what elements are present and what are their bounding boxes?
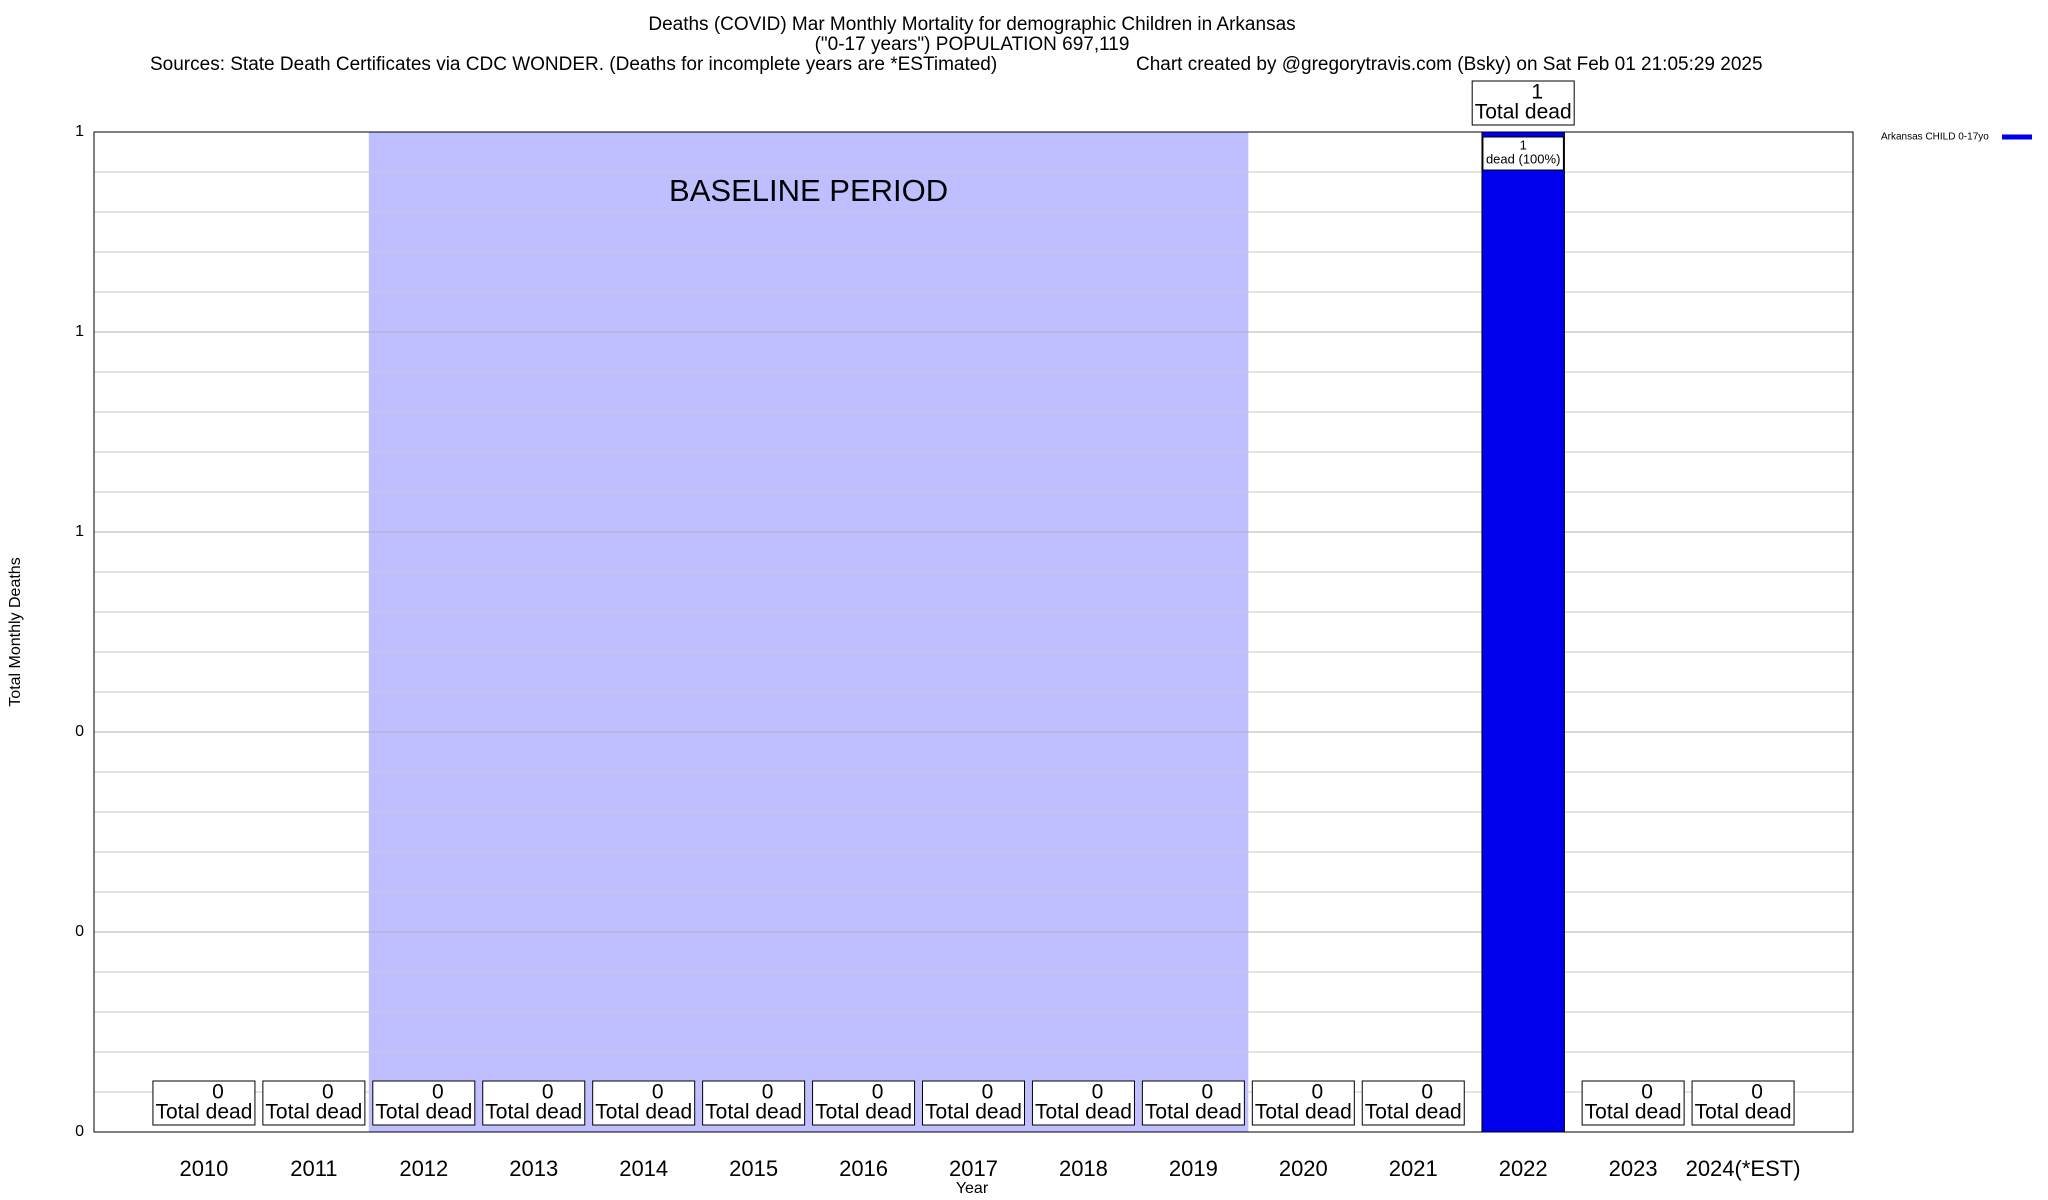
data-label-box [1031,1080,1135,1126]
data-label-value: 0 [432,1081,444,1104]
data-label-value: 0 [542,1081,554,1104]
data-label-box [1141,1080,1245,1126]
x-tick-label: 2019 [1169,1156,1218,1181]
x-tick-label: 2016 [839,1156,888,1181]
data-label-text: Total dead [155,1101,252,1124]
data-label-box [152,1080,256,1126]
data-label-text: Total dead [1365,1101,1462,1124]
data-label-text: Total dead [925,1101,1022,1124]
data-label-value: 0 [322,1081,334,1104]
baseline-label: BASELINE PERIOD [669,173,948,208]
data-label-text: Total dead [1585,1101,1682,1124]
data-label-value: 0 [762,1081,774,1104]
data-label-text: Total dead [705,1101,802,1124]
credit: Chart created by @gregorytravis.com (Bsk… [1136,54,1763,75]
data-label-value: 1 [1531,81,1543,104]
data-label-box [592,1080,696,1126]
data-label-text: Total dead [595,1101,692,1124]
x-tick-label: 2021 [1389,1156,1438,1181]
data-label-value: 0 [652,1081,664,1104]
data-label-box [1471,80,1575,126]
data-label-text: Total dead [485,1101,582,1124]
data-label-value: 0 [1311,1081,1323,1104]
y-axis-label: Total Monthly Deaths [7,557,24,706]
data-label-text: Total dead [375,1101,472,1124]
data-label-box [482,1080,586,1126]
data-label-box [922,1080,1025,1126]
x-tick-label: 2018 [1059,1156,1108,1181]
inner-label-value: 1 [1520,137,1527,152]
x-tick-label: 2023 [1609,1156,1658,1181]
data-label-value: 0 [212,1081,224,1104]
x-tick-label: 2011 [290,1156,337,1181]
chart-subtitle: ("0-17 years") POPULATION 697,119 [815,34,1130,55]
data-label-text: Total dead [1475,101,1572,124]
x-axis-label: Year [956,1180,989,1197]
data-label-value: 0 [1641,1081,1653,1104]
data-label-box [1251,1080,1355,1126]
x-tick-label: 2020 [1279,1156,1328,1181]
x-tick-label: 2024(*EST) [1686,1156,1801,1181]
data-label-box [262,1080,366,1126]
data-label-box [372,1080,476,1126]
data-label-box [702,1080,806,1126]
data-label-value: 0 [1421,1081,1433,1104]
data-label-value: 0 [982,1081,994,1104]
data-label-text: Total dead [815,1101,912,1124]
legend-label: Arkansas CHILD 0-17yo [1881,132,1989,143]
data-label-value: 0 [872,1081,884,1104]
data-label-value: 0 [1751,1081,1763,1104]
bar [1481,131,1565,1133]
x-tick-label: 2017 [949,1156,998,1181]
plot-frame [93,131,1854,1133]
x-tick-label: 2014 [619,1156,668,1181]
data-label-box [812,1080,916,1126]
x-tick-label: 2010 [179,1156,228,1181]
baseline-period [368,132,1249,1132]
chart-title: Deaths (COVID) Mar Monthly Mortality for… [648,14,1295,35]
x-tick-label: 2022 [1499,1156,1548,1181]
data-label-text: Total dead [1255,1101,1352,1124]
y-tick-label: 1 [75,123,84,140]
y-tick-label: 0 [75,723,84,740]
x-tick-label: 2013 [509,1156,558,1181]
data-label-text: Total dead [265,1101,362,1124]
y-tick-label: 0 [75,1123,84,1140]
x-tick-label: 2012 [399,1156,448,1181]
sources: Sources: State Death Certificates via CD… [150,54,997,75]
inner-label-box [1482,136,1564,171]
data-label-value: 0 [1202,1081,1214,1104]
y-tick-label: 1 [75,323,84,340]
data-label-box [1581,1080,1685,1126]
data-label-value: 0 [1092,1081,1104,1104]
data-label-text: Total dead [1035,1101,1132,1124]
y-tick-label: 1 [75,523,84,540]
data-label-text: Total dead [1145,1101,1242,1124]
data-label-box [1691,1080,1795,1126]
inner-label-text: dead (100%) [1486,151,1560,166]
y-tick-label: 0 [75,923,84,940]
data-label-box [1361,1080,1465,1126]
data-label-text: Total dead [1695,1101,1792,1124]
x-tick-label: 2015 [729,1156,778,1181]
